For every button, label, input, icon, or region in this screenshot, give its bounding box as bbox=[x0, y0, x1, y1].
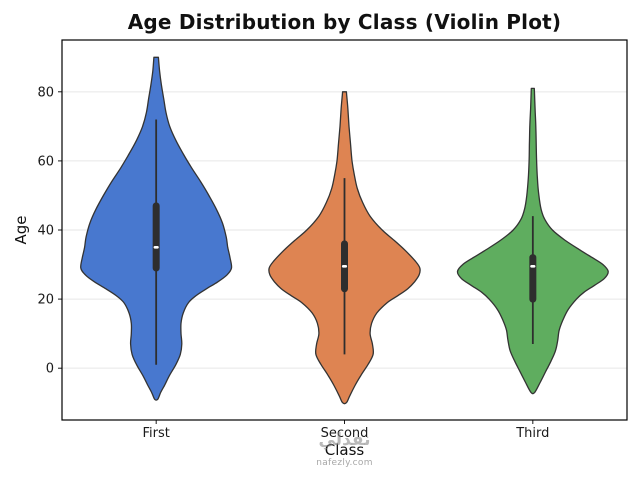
y-tick-label: 60 bbox=[37, 154, 54, 169]
median-marker-third bbox=[530, 264, 536, 268]
y-tick-label: 40 bbox=[37, 224, 54, 239]
y-tick-label: 0 bbox=[46, 362, 54, 377]
x-tick-label-second: Second bbox=[321, 426, 369, 441]
x-axis-label: Class bbox=[324, 441, 365, 459]
median-marker-second bbox=[341, 264, 348, 268]
x-tick-label-third: Third bbox=[515, 426, 549, 441]
chart-title: Age Distribution by Class (Violin Plot) bbox=[127, 10, 562, 34]
x-tick-label-first: First bbox=[142, 426, 169, 441]
y-tick-label: 80 bbox=[37, 85, 54, 100]
y-tick-label: 20 bbox=[37, 293, 54, 308]
median-marker-first bbox=[153, 245, 159, 249]
plot-frame bbox=[61, 39, 628, 421]
